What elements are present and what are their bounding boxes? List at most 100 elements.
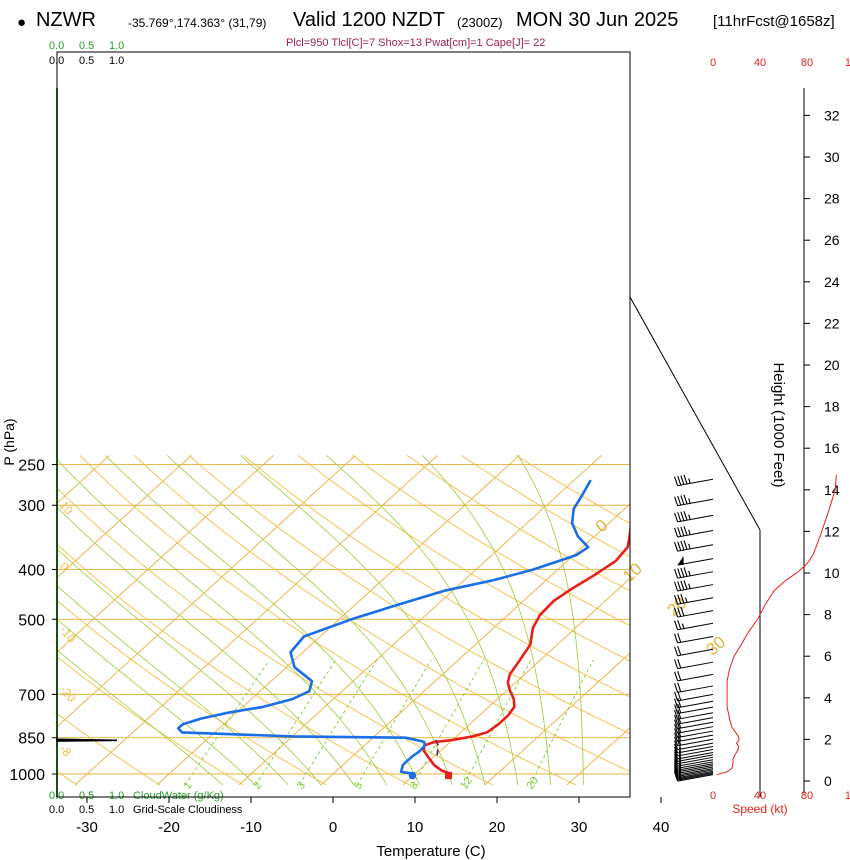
mixing-ratio-label: 8: [408, 780, 421, 792]
wind-barb-flag: [677, 475, 682, 486]
wind-barb-flag: [674, 541, 679, 552]
moist-adiabat-line: [105, 455, 420, 786]
wind-barb-shaft: [677, 700, 714, 709]
wind-barb-shaft: [677, 754, 714, 762]
wind-barb-flag: [677, 633, 682, 643]
wind-barb-flag: [674, 714, 679, 725]
wind-barb: [674, 743, 714, 754]
wind-barb-flag: [677, 645, 682, 656]
wind-barb-flag: [677, 495, 682, 506]
surface-dewpoint-marker: [408, 771, 417, 780]
dry-adiabat-line: [461, 455, 630, 558]
wind-barb-flag: [677, 581, 682, 591]
wind-barb-shaft: [677, 769, 714, 777]
wind-barb-flag: [674, 732, 679, 742]
wind-barb-flag: [678, 755, 682, 761]
wind-barb-flag: [674, 496, 679, 506]
wind-barb-shaft: [677, 738, 714, 747]
wind-barb-flag: [683, 580, 688, 590]
wind-barb-flag: [674, 607, 679, 618]
wind-barb: [674, 746, 714, 757]
wind-barb-flag: [680, 511, 685, 521]
wind-barb-flag: [677, 731, 682, 742]
parcel-line: [434, 738, 439, 756]
mixing-ratio-line: [255, 659, 337, 786]
wind-barb-flag: [688, 543, 691, 550]
wind-barb-shaft: [677, 766, 714, 774]
height-tick-label: 30: [824, 149, 840, 165]
p-tick-label: 300: [18, 498, 45, 515]
p-tick-label: 250: [18, 458, 45, 475]
utc-time: (2300Z): [457, 15, 503, 30]
wind-barb: [674, 619, 714, 631]
wind-barb: [674, 731, 714, 743]
wind-barb-flag: [677, 735, 682, 746]
x-axis-title: Temperature (C): [376, 843, 485, 860]
height-tick-label: 22: [824, 315, 840, 331]
wind-barb-flag: [674, 728, 679, 738]
station-id: NZWR: [36, 9, 96, 31]
wind-barb: [674, 658, 714, 670]
wind-barb-pennant: [677, 556, 684, 566]
moist-adiabat-line: [57, 649, 223, 786]
x-tick-label: -30: [76, 819, 98, 836]
wind-barb-flag: [683, 494, 688, 505]
wind-barb-shaft: [677, 635, 714, 644]
wind-barb-flag: [681, 623, 685, 629]
speed-top-tick: 0: [710, 57, 716, 69]
dry-adiabat-line: [79, 455, 576, 786]
x-tick-label: 0: [329, 819, 337, 836]
wind-barb-shaft: [677, 774, 714, 782]
height-tick-label: 18: [824, 399, 840, 415]
p-tick-label: 850: [18, 731, 45, 748]
plot-frame: [56, 51, 631, 798]
wind-barb-shaft: [677, 759, 714, 767]
wind-barb-flag: [674, 756, 679, 767]
wind-barb: [674, 540, 714, 552]
wind-barb: [674, 474, 714, 487]
mixing-ratio-label: 3: [295, 780, 308, 792]
wind-barb-flag: [674, 633, 679, 644]
mixing-ratio-line: [356, 659, 432, 786]
wind-barb-shaft: [677, 706, 714, 715]
dry-adiabat-line: [188, 455, 630, 735]
wind-barb-shaft: [677, 721, 714, 730]
wind-barb-shaft: [677, 712, 714, 720]
wind-barb-flag: [688, 498, 691, 504]
wind-barb-flag: [674, 746, 679, 757]
wind-barb-flag: [688, 529, 691, 535]
cloudiness-bottom-tick: 0.0: [49, 804, 64, 816]
wind-barb-flag: [680, 540, 685, 551]
wind-barb-flag: [680, 495, 685, 505]
height-tick-label: 32: [824, 107, 840, 123]
isotherm-line: [57, 455, 274, 653]
dry-adiabat-line: [243, 455, 630, 698]
wind-barb: [674, 494, 714, 507]
height-tick-label: 28: [824, 191, 840, 207]
dry-adiabat-line: [297, 455, 630, 662]
wind-barb-flag: [674, 749, 679, 760]
wind-barb: [674, 645, 714, 657]
wind-barb-flag: [677, 619, 682, 630]
sounding-parameters: Plcl=950 Tlcl[C]=7 Shox=13 Pwat[cm]=1 Ca…: [286, 37, 546, 49]
speed-profile-line: [716, 474, 837, 776]
wind-barb: [674, 752, 714, 762]
isotherm-label: 30: [703, 632, 730, 659]
wind-separator-line: [629, 296, 761, 531]
height-tick-label: 12: [824, 523, 840, 539]
wind-barb-flag: [677, 568, 682, 578]
wind-barb-shaft: [677, 773, 714, 781]
wind-barb-flag: [674, 698, 679, 708]
height-axis-title: Height (1000 Feet): [770, 362, 787, 487]
x-tick-label: 20: [489, 819, 506, 836]
wind-barb: [674, 697, 714, 709]
wind-barb-flag: [677, 671, 682, 681]
wind-barb: [674, 580, 714, 592]
wind-barb-flag: [678, 750, 682, 756]
wind-barb: [674, 718, 714, 730]
height-tick-label: 26: [824, 232, 840, 248]
wind-barb-flag: [683, 510, 688, 521]
dry-adiabat-line: [134, 455, 630, 773]
speed-top-tick: 120: [845, 57, 850, 69]
